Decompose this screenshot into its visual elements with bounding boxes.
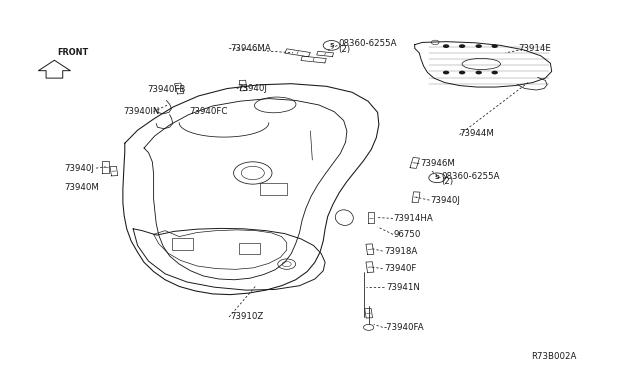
Text: 96750: 96750	[394, 230, 421, 239]
Text: R73B002A: R73B002A	[531, 352, 577, 361]
Circle shape	[492, 71, 498, 74]
Text: S: S	[329, 43, 334, 48]
Circle shape	[492, 44, 498, 48]
Text: 73910Z: 73910Z	[230, 312, 264, 321]
Text: 73940J: 73940J	[64, 164, 94, 173]
Circle shape	[459, 71, 465, 74]
Text: 73944M: 73944M	[460, 129, 494, 138]
Circle shape	[476, 71, 482, 74]
Text: 73940IN: 73940IN	[123, 107, 159, 116]
Text: 73918A: 73918A	[384, 247, 417, 256]
Circle shape	[443, 71, 449, 74]
Text: 73914HA: 73914HA	[394, 214, 433, 223]
Text: 73946M: 73946M	[420, 159, 454, 168]
Text: 73940J: 73940J	[430, 196, 460, 205]
Text: 73940FC: 73940FC	[189, 107, 227, 116]
Text: 73940F: 73940F	[384, 264, 417, 273]
Text: 73914E: 73914E	[518, 44, 551, 53]
Text: 73946MA: 73946MA	[230, 44, 271, 53]
Circle shape	[459, 44, 465, 48]
Text: 73940M: 73940M	[64, 183, 99, 192]
Text: (2): (2)	[442, 177, 454, 186]
Text: 73941N: 73941N	[386, 283, 420, 292]
Text: 73940J: 73940J	[237, 84, 267, 93]
Text: -73940FA: -73940FA	[384, 323, 424, 332]
Text: 08360-6255A: 08360-6255A	[338, 39, 396, 48]
Text: (2): (2)	[338, 45, 350, 54]
Circle shape	[476, 44, 482, 48]
Text: FRONT: FRONT	[58, 48, 89, 57]
Text: 73940FB: 73940FB	[147, 85, 186, 94]
Text: 08360-6255A: 08360-6255A	[442, 172, 500, 181]
Circle shape	[443, 44, 449, 48]
Text: S: S	[435, 175, 440, 180]
